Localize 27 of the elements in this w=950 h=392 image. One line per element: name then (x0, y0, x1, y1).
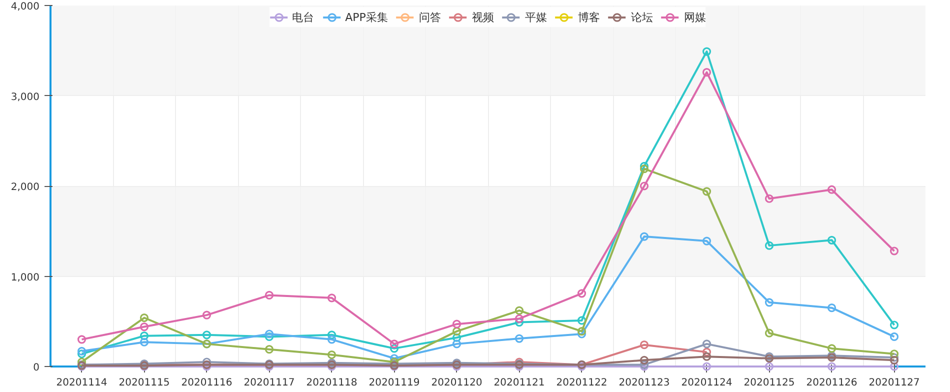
x-tick-label: 20201123 (618, 378, 670, 388)
legend-label: 问答 (418, 10, 441, 24)
x-tick-label: 20201116 (181, 378, 232, 388)
x-tick-label: 20201121 (494, 378, 545, 388)
y-tick-label: 2,000 (10, 182, 40, 193)
y-tick-label: 3,000 (10, 92, 40, 103)
x-tick-label: 20201124 (681, 378, 732, 388)
x-tick-label: 20201115 (118, 378, 170, 388)
x-tick-label: 20201127 (868, 378, 920, 388)
x-tick-label: 20201120 (431, 378, 482, 388)
legend-label: 平媒 (524, 10, 547, 24)
x-tick-label: 20201122 (556, 378, 608, 388)
x-tick-label: 20201126 (806, 378, 858, 388)
legend-label: APP采集 (345, 10, 388, 24)
legend-label: 博客 (578, 10, 600, 24)
x-tick-label: 20201119 (368, 378, 420, 388)
x-tick-label: 20201125 (744, 378, 795, 388)
x-tick-label: 20201117 (244, 378, 295, 388)
x-tick-label: 20201114 (56, 378, 108, 388)
y-tick-label: 0 (33, 362, 40, 374)
legend-label: 视频 (472, 10, 494, 24)
legend-label: 论坛 (630, 10, 653, 24)
y-tick-label: 1,000 (10, 272, 40, 284)
legend-label: 网媒 (684, 10, 706, 24)
x-tick-label: 20201118 (306, 378, 358, 388)
legend-label: 电台 (292, 10, 314, 24)
y-tick-label: 4,000 (10, 2, 40, 12)
